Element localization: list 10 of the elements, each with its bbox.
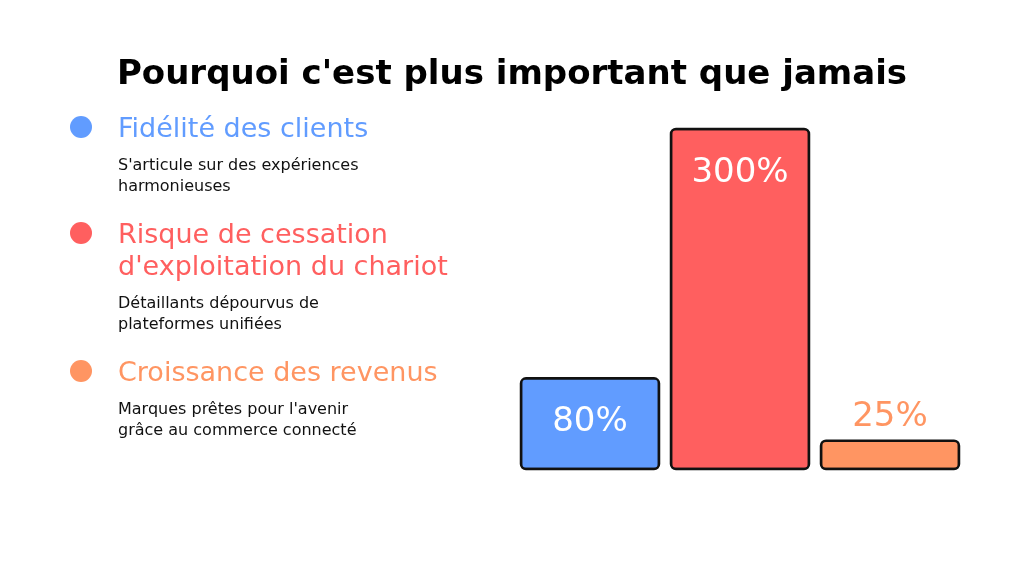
text: Détaillants dépourvus de plateformes unifiées bbox=[118, 292, 320, 334]
text: S'articule sur des expériences harmonieuses bbox=[118, 154, 360, 196]
legend-label: Risque de cessation d'exploitation du chariot bbox=[118, 218, 449, 282]
legend-label: Fidélité des clients bbox=[118, 112, 370, 144]
data-label: 300% bbox=[691, 150, 789, 190]
text: Marques prêtes pour l'avenir grâce au commerce connecté bbox=[118, 398, 358, 440]
data-label: 25% bbox=[852, 393, 928, 434]
chart-title: Pourquoi c'est plus important que jamais bbox=[115, 51, 909, 94]
data-label: 80% bbox=[552, 399, 628, 440]
legend-label: Croissance des revenus bbox=[118, 356, 438, 388]
